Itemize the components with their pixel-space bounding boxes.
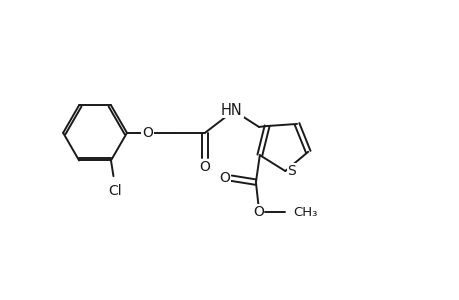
Text: S: S bbox=[287, 164, 296, 178]
Text: O: O bbox=[218, 171, 230, 185]
Text: O: O bbox=[252, 205, 263, 219]
Text: O: O bbox=[199, 160, 210, 174]
Text: Cl: Cl bbox=[108, 184, 122, 197]
Text: O: O bbox=[142, 126, 153, 140]
Text: CH₃: CH₃ bbox=[293, 206, 317, 219]
Text: HN: HN bbox=[221, 103, 242, 118]
